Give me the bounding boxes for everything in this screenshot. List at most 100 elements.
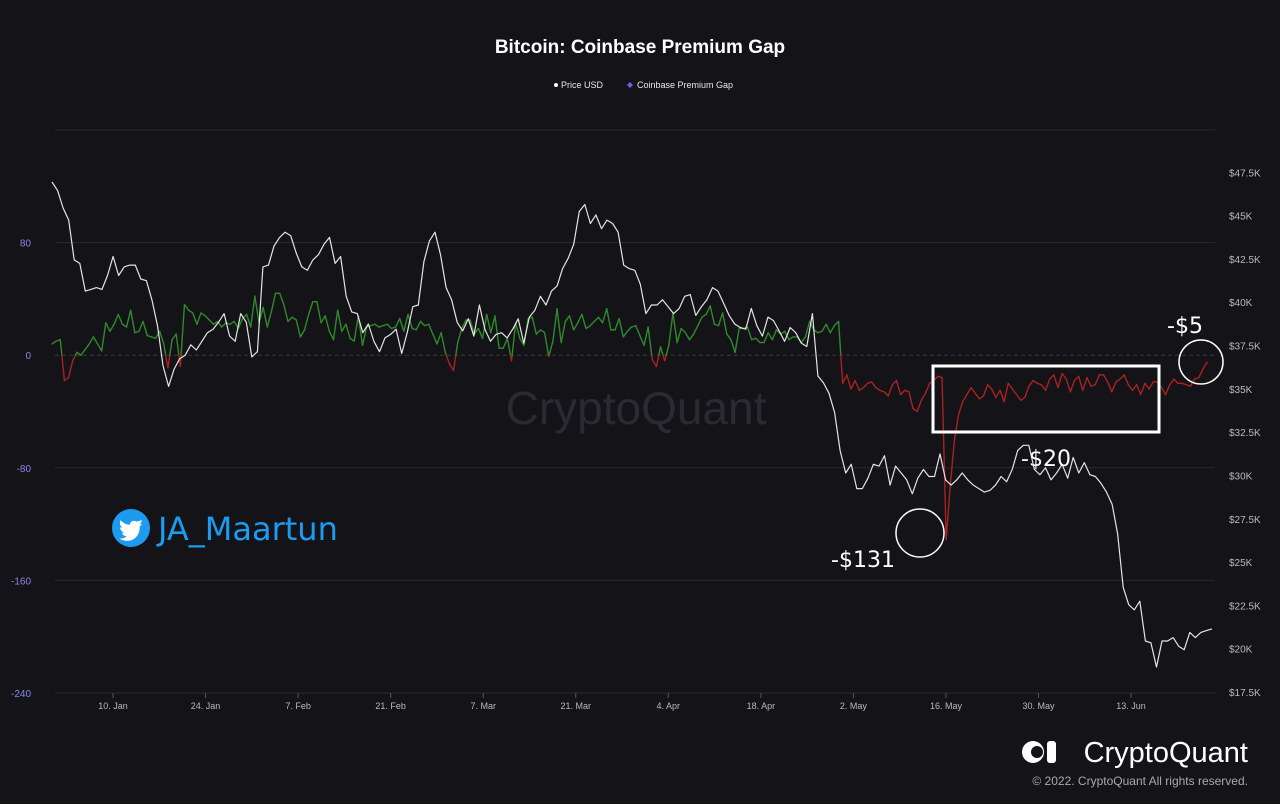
premium-gap-segment bbox=[1003, 382, 1009, 403]
premium-gap-segment bbox=[142, 320, 148, 337]
premium-gap-segment bbox=[1007, 382, 1014, 390]
premium-gap-segment bbox=[726, 333, 732, 341]
premium-gap-segment bbox=[601, 308, 608, 324]
premium-gap-segment bbox=[1061, 372, 1067, 380]
premium-gap-segment bbox=[630, 324, 637, 328]
premium-gap-segment bbox=[692, 324, 699, 335]
premium-gap-segment bbox=[949, 438, 956, 486]
premium-gap-segment bbox=[378, 324, 384, 328]
premium-gap-segment bbox=[448, 362, 455, 372]
premium-gap-segment bbox=[1160, 386, 1167, 396]
right-tick-label: $25K bbox=[1229, 558, 1253, 569]
premium-gap-segment bbox=[639, 334, 645, 347]
x-tick-label: 10. Jan bbox=[98, 701, 128, 711]
premium-gap-segment bbox=[245, 313, 252, 328]
premium-gap-segment bbox=[1106, 381, 1113, 393]
premium-gap-segment bbox=[924, 382, 931, 394]
premium-gap-segment bbox=[175, 333, 180, 356]
premium-gap-segment bbox=[353, 315, 360, 342]
premium-gap-segment bbox=[904, 389, 910, 393]
premium-gap-segment bbox=[345, 323, 351, 340]
left-tick-label: -240 bbox=[11, 689, 31, 700]
brand: CryptoQuant © 2022. CryptoQuant All righ… bbox=[1022, 737, 1248, 788]
premium-gap-segment bbox=[974, 392, 981, 400]
legend-premium-label[interactable]: Coinbase Premium Gap bbox=[637, 80, 733, 90]
premium-gap-segment bbox=[800, 336, 807, 344]
premium-gap-segment bbox=[945, 483, 952, 541]
annotation-circle-131 bbox=[895, 508, 945, 558]
premium-gap-segment bbox=[589, 320, 596, 327]
premium-gap-segment bbox=[519, 337, 525, 347]
premium-gap-segment bbox=[804, 320, 811, 338]
premium-gap-segment bbox=[287, 316, 293, 323]
premium-gap-segment bbox=[858, 386, 865, 392]
premium-gap-segment bbox=[978, 395, 985, 400]
premium-gap-segment bbox=[455, 341, 459, 356]
premium-gap-segment bbox=[167, 354, 171, 369]
premium-gap-segment bbox=[88, 336, 95, 345]
premium-gap-segment bbox=[432, 333, 438, 345]
premium-gap-segment bbox=[581, 313, 587, 330]
premium-gap-segment bbox=[1111, 381, 1117, 393]
premium-gap-segment bbox=[514, 322, 521, 340]
right-tick-label: $27.5K bbox=[1229, 515, 1261, 526]
premium-gap-segment bbox=[485, 313, 492, 334]
brand-name: CryptoQuant bbox=[1084, 737, 1248, 769]
premium-gap-segment bbox=[829, 324, 836, 334]
premium-gap-segment bbox=[585, 324, 591, 330]
right-tick-label: $30K bbox=[1229, 471, 1253, 482]
legend-price-label[interactable]: Price USD bbox=[561, 80, 604, 90]
premium-gap-segment bbox=[502, 337, 509, 349]
premium-gap-segment bbox=[564, 315, 571, 323]
premium-gap-segment bbox=[854, 379, 860, 392]
premium-gap-segment bbox=[771, 329, 778, 341]
premium-gap-segment bbox=[870, 381, 877, 389]
x-tick-label: 21. Feb bbox=[375, 701, 406, 711]
premium-gap-segment bbox=[643, 326, 649, 347]
chart-title: Bitcoin: Coinbase Premium Gap bbox=[495, 37, 785, 58]
premium-gap-segment bbox=[840, 354, 844, 385]
premium-gap-segment bbox=[84, 343, 90, 351]
x-tick-label: 4. Apr bbox=[657, 701, 681, 711]
premium-gap-segment bbox=[461, 319, 467, 330]
right-tick-label: $45K bbox=[1229, 212, 1253, 223]
premium-gap-segment bbox=[445, 354, 451, 365]
premium-gap-segment bbox=[212, 320, 219, 325]
cryptoquant-logo-icon bbox=[1022, 741, 1056, 763]
premium-gap-segment bbox=[788, 336, 794, 341]
premium-gap-segment bbox=[817, 330, 823, 334]
premium-gap-segment bbox=[1086, 377, 1092, 387]
premium-gap-segment bbox=[134, 330, 140, 334]
premium-gap-segment bbox=[734, 327, 740, 354]
premium-gap-segment bbox=[982, 384, 989, 397]
premium-gap-segment bbox=[494, 315, 500, 349]
premium-gap-segment bbox=[67, 360, 74, 379]
premium-gap-segment bbox=[1148, 381, 1154, 390]
premium-gap-segment bbox=[473, 327, 480, 335]
premium-gap-segment bbox=[1119, 374, 1125, 380]
premium-gap-segment bbox=[109, 323, 115, 332]
premium-gap-segment bbox=[349, 337, 355, 342]
premium-gap-segment bbox=[105, 322, 111, 332]
premium-gap-segment bbox=[1077, 375, 1084, 392]
premium-gap-segment bbox=[916, 399, 923, 413]
premium-gap-segment bbox=[593, 316, 600, 323]
legend: Price USD Coinbase Premium Gap bbox=[554, 80, 733, 90]
left-tick-label: 80 bbox=[20, 239, 32, 250]
premium-gap-segment bbox=[651, 354, 653, 361]
left-tick-label: -80 bbox=[17, 464, 32, 475]
right-tick-label: $20K bbox=[1229, 645, 1253, 656]
price-series-line bbox=[51, 181, 1213, 668]
right-tick-label: $40K bbox=[1229, 298, 1253, 309]
premium-gap-segment bbox=[92, 336, 99, 345]
premium-gap-segment bbox=[730, 339, 736, 354]
right-tick-label: $37.5K bbox=[1229, 342, 1261, 353]
premium-gap-segment bbox=[651, 358, 658, 368]
twitter-handle: JA_Maartun bbox=[156, 510, 338, 548]
premium-gap-segment bbox=[117, 313, 124, 325]
premium-gap-segment bbox=[1048, 374, 1055, 380]
annotation-label-131: -$131 bbox=[831, 548, 895, 573]
premium-gap-segment bbox=[1202, 361, 1208, 370]
premium-gap-segment bbox=[663, 354, 667, 362]
premium-gap-segment bbox=[113, 313, 119, 325]
